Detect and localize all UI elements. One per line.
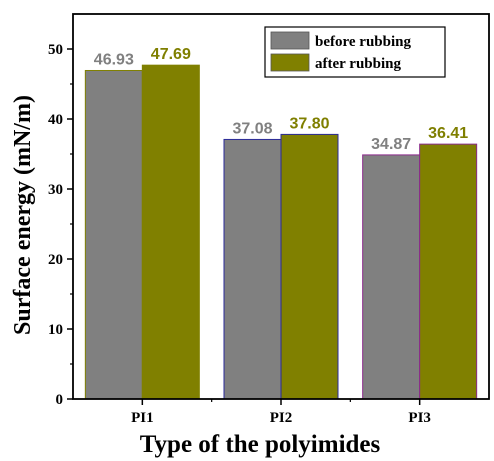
legend-swatch-before-rubbing [270, 31, 310, 50]
x-tick-label-pi3: PI3 [408, 410, 431, 426]
legend-label-before-rubbing: before rubbing [315, 34, 411, 50]
y-tick-label-20: 20 [48, 252, 63, 268]
x-tick-label-pi1: PI1 [131, 410, 154, 426]
data-label-pi2-before-rubbing: 37.08 [232, 120, 272, 137]
plot-area: 46.93 47.69 PI1 37.08 37.80 PI2 34.87 36.41 PI3 0… [48, 13, 490, 426]
bar-pi2-before-rubbing [223, 138, 282, 400]
bar-pi1-before-rubbing [84, 69, 143, 400]
bar-pi2-after-rubbing [280, 133, 339, 400]
x-tick-label-pi2: PI2 [270, 410, 293, 426]
bar-pi1-after-rubbing [141, 64, 200, 400]
y-tick-label-10: 10 [48, 322, 63, 338]
data-label-pi3-before-rubbing: 34.87 [371, 136, 411, 153]
plot-frame [72, 13, 490, 400]
data-label-pi1-after-rubbing: 47.69 [151, 46, 191, 63]
legend-label-after-rubbing: after rubbing [315, 56, 401, 72]
y-tick-label-30: 30 [48, 182, 63, 198]
y-tick-label-40: 40 [48, 112, 63, 128]
bar-pi3-after-rubbing [419, 143, 478, 400]
y-tick-label-0: 0 [56, 392, 64, 408]
data-label-pi2-after-rubbing: 37.80 [289, 115, 329, 132]
y-tick-label-50: 50 [48, 42, 63, 58]
y-axis-title: Surface energy (mN/m) [10, 95, 36, 335]
data-label-pi1-before-rubbing: 46.93 [94, 51, 134, 68]
x-axis-title: Type of the polyimides [140, 431, 381, 458]
bar-pi3-before-rubbing [362, 154, 421, 400]
data-label-pi3-after-rubbing: 36.41 [428, 125, 468, 142]
legend-swatch-after-rubbing [270, 53, 310, 72]
